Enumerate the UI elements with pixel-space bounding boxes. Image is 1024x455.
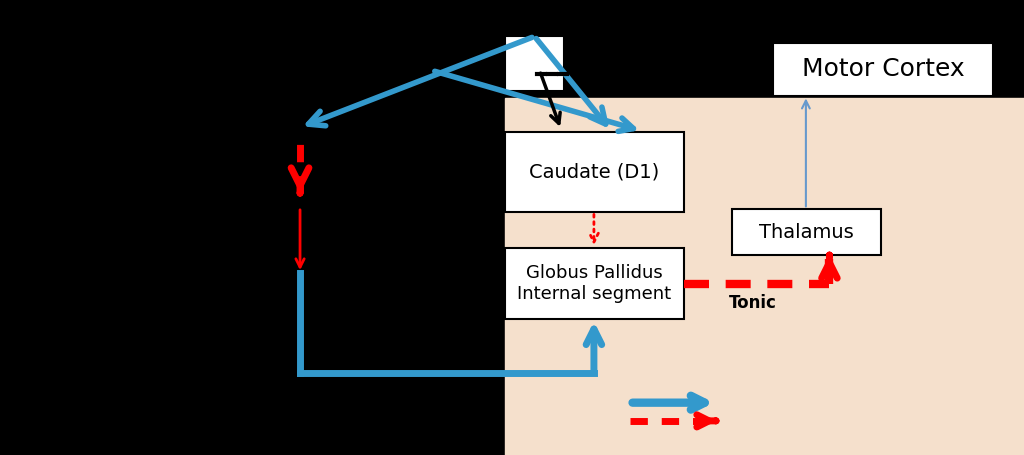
Bar [505, 132, 684, 212]
Bar [505, 248, 684, 318]
Text: Tonic: Tonic [729, 293, 776, 312]
Text: Caudate (D1): Caudate (D1) [529, 162, 659, 181]
Bar [505, 98, 1024, 455]
Text: Motor Cortex: Motor Cortex [802, 57, 965, 81]
Text: Globus Pallidus
Internal segment: Globus Pallidus Internal segment [517, 264, 672, 303]
Bar [505, 36, 564, 91]
Bar [732, 209, 881, 255]
Text: Thalamus: Thalamus [759, 222, 854, 242]
Bar [773, 43, 993, 96]
